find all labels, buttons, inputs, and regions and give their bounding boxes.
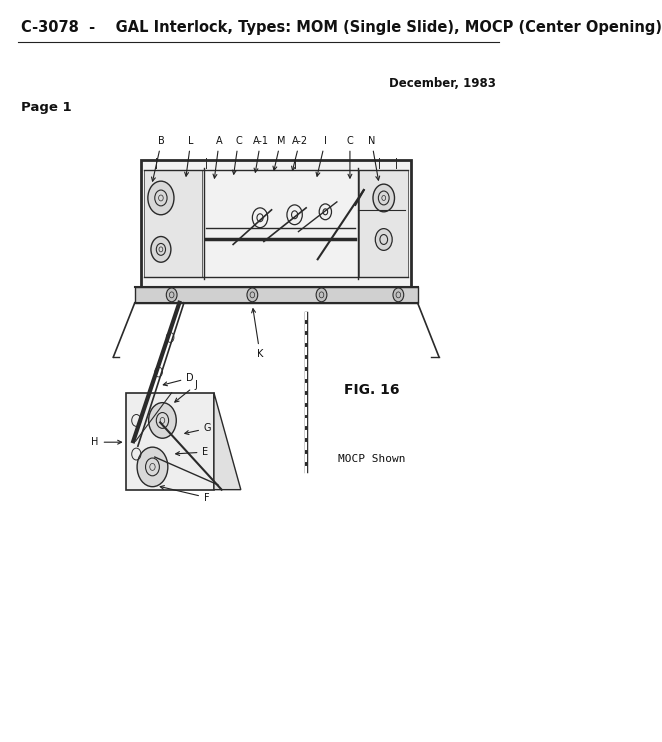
- Text: N: N: [368, 136, 380, 180]
- Text: G: G: [185, 424, 211, 435]
- Text: J: J: [175, 380, 197, 402]
- Circle shape: [137, 447, 168, 487]
- Text: L: L: [185, 136, 193, 176]
- Text: A-1: A-1: [253, 136, 269, 172]
- Circle shape: [393, 288, 404, 302]
- Text: C-3078  -    GAL Interlock, Types: MOM (Single Slide), MOCP (Center Opening): C-3078 - GAL Interlock, Types: MOM (Sing…: [21, 20, 662, 36]
- Text: K: K: [252, 309, 263, 359]
- Text: A: A: [213, 136, 222, 178]
- Text: C: C: [347, 136, 354, 178]
- Text: Page 1: Page 1: [21, 102, 71, 114]
- Circle shape: [373, 184, 395, 211]
- Text: FIG. 16: FIG. 16: [344, 383, 399, 397]
- Text: I: I: [316, 136, 327, 177]
- Text: M: M: [273, 136, 285, 171]
- Bar: [135, 287, 418, 303]
- Text: B: B: [152, 136, 165, 181]
- Circle shape: [148, 181, 174, 214]
- Text: E: E: [175, 447, 209, 457]
- Bar: [126, 393, 214, 490]
- Circle shape: [316, 288, 327, 302]
- Bar: [144, 170, 203, 277]
- Circle shape: [375, 229, 392, 250]
- Text: H: H: [91, 437, 122, 447]
- Text: F: F: [160, 485, 210, 502]
- Circle shape: [151, 237, 171, 262]
- Circle shape: [149, 403, 176, 439]
- Text: A-2: A-2: [291, 136, 308, 171]
- Circle shape: [247, 288, 258, 302]
- Polygon shape: [214, 393, 241, 490]
- Circle shape: [166, 288, 177, 302]
- Bar: [359, 170, 408, 277]
- Text: D: D: [164, 373, 194, 386]
- Bar: [141, 160, 411, 287]
- Text: MOCP Shown: MOCP Shown: [338, 454, 405, 464]
- Text: C: C: [232, 136, 242, 174]
- Text: December, 1983: December, 1983: [389, 76, 496, 90]
